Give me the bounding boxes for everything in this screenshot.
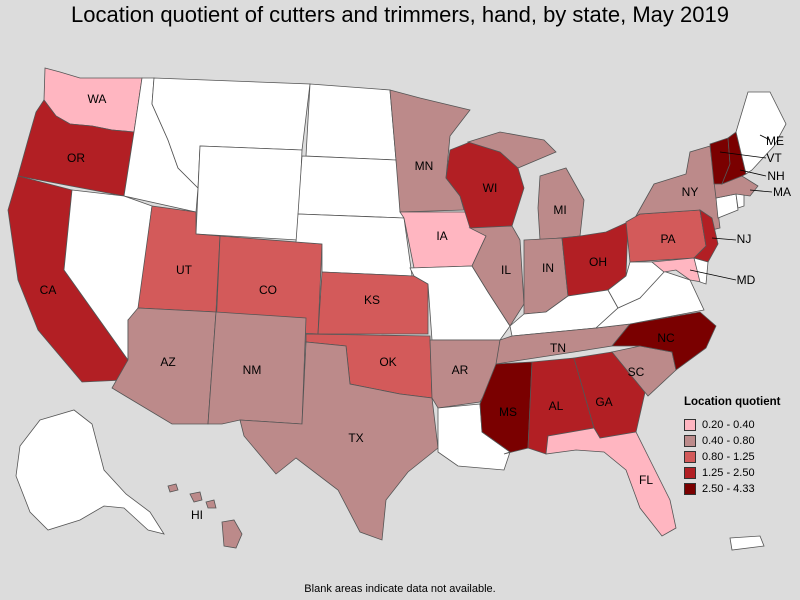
state-label-TX: TX	[348, 431, 363, 445]
legend-swatch	[684, 419, 696, 431]
state-label-MA: MA	[773, 185, 791, 199]
state-label-PA: PA	[660, 232, 675, 246]
leader-line-NJ	[711, 237, 737, 241]
state-label-HI: HI	[191, 508, 203, 522]
state-label-ME: ME	[766, 134, 784, 148]
legend-item: 0.40 - 0.80	[684, 433, 796, 449]
state-label-KS: KS	[364, 293, 380, 307]
state-label-NH: NH	[767, 169, 784, 183]
state-DE[interactable]	[693, 257, 709, 285]
legend-label: 0.80 - 1.25	[702, 451, 755, 463]
state-label-NY: NY	[682, 185, 699, 199]
state-AK[interactable]	[15, 409, 165, 535]
state-label-WA: WA	[88, 92, 107, 106]
leader-line-ME	[759, 134, 771, 141]
legend-item: 0.80 - 1.25	[684, 449, 796, 465]
state-label-MS: MS	[499, 405, 517, 419]
state-label-OH: OH	[589, 255, 607, 269]
state-label-AZ: AZ	[160, 355, 175, 369]
state-label-TN: TN	[550, 341, 566, 355]
state-label-SC: SC	[628, 365, 645, 379]
map-title: Location quotient of cutters and trimmer…	[71, 2, 729, 27]
state-label-NJ: NJ	[737, 232, 752, 246]
state-label-IL: IL	[501, 263, 511, 277]
state-label-NM: NM	[243, 363, 262, 377]
state-SD[interactable]	[297, 155, 405, 219]
legend-label: 0.40 - 0.80	[702, 435, 755, 447]
state-label-VT: VT	[766, 151, 782, 165]
state-HI[interactable]	[167, 483, 243, 549]
state-label-MN: MN	[415, 159, 434, 173]
leader-line-NH	[739, 169, 767, 177]
legend-item: 0.20 - 0.40	[684, 417, 796, 433]
state-label-CA: CA	[40, 283, 57, 297]
leader-line-MD	[689, 269, 737, 281]
state-label-GA: GA	[595, 395, 612, 409]
state-label-IA: IA	[436, 229, 447, 243]
state-label-UT: UT	[176, 263, 193, 277]
state-label-CO: CO	[259, 283, 277, 297]
state-label-AL: AL	[549, 399, 564, 413]
state-label-NC: NC	[657, 331, 675, 345]
state-ME[interactable]	[735, 91, 787, 175]
state-WY[interactable]	[195, 145, 303, 241]
legend-label: 1.25 - 2.50	[702, 467, 755, 479]
state-label-WI: WI	[483, 181, 498, 195]
state-KS[interactable]	[317, 271, 429, 335]
legend-swatch	[684, 467, 696, 479]
state-label-FL: FL	[639, 473, 653, 487]
state-label-MD: MD	[737, 273, 756, 287]
leader-line-VT	[719, 151, 767, 159]
state-label-OK: OK	[379, 355, 396, 369]
legend-swatch	[684, 483, 696, 495]
state-FL[interactable]	[545, 427, 677, 537]
legend-label: 0.20 - 0.40	[702, 419, 755, 431]
legend-swatch	[684, 435, 696, 447]
legend-item: 2.50 - 4.33	[684, 481, 796, 497]
state-label-IN: IN	[542, 261, 554, 275]
state-ND[interactable]	[305, 83, 397, 161]
legend: Location quotient 0.20 - 0.40 0.40 - 0.80…	[684, 396, 796, 497]
leader-line-MA	[749, 189, 773, 193]
state-PR[interactable]	[729, 535, 765, 551]
legend-item: 1.25 - 2.50	[684, 465, 796, 481]
state-NC[interactable]	[611, 311, 717, 371]
state-TX[interactable]	[239, 341, 439, 541]
state-label-AR: AR	[452, 363, 469, 377]
footnote: Blank areas indicate data not available.	[304, 583, 496, 595]
legend-swatch	[684, 451, 696, 463]
state-label-MI: MI	[553, 203, 566, 217]
legend-label: 2.50 - 4.33	[702, 483, 755, 495]
state-label-OR: OR	[67, 151, 85, 165]
legend-title: Location quotient	[684, 396, 781, 408]
